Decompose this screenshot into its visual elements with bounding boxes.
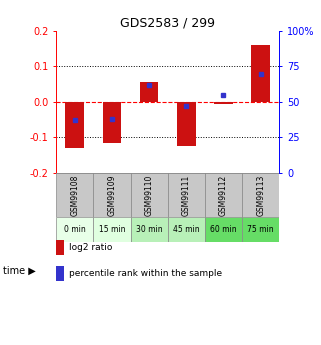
- Bar: [177, 102, 195, 146]
- Text: GSM99110: GSM99110: [145, 174, 154, 216]
- Text: 60 min: 60 min: [210, 225, 237, 234]
- Text: 15 min: 15 min: [99, 225, 125, 234]
- Bar: [56, 173, 93, 217]
- Bar: [93, 173, 131, 217]
- Text: GSM99109: GSM99109: [108, 174, 117, 216]
- Bar: [131, 173, 168, 217]
- Text: percentile rank within the sample: percentile rank within the sample: [69, 269, 222, 278]
- Text: GSM99112: GSM99112: [219, 174, 228, 216]
- Text: 30 min: 30 min: [136, 225, 162, 234]
- Bar: [131, 217, 168, 241]
- Bar: [242, 217, 279, 241]
- Text: GSM99108: GSM99108: [70, 174, 79, 216]
- Text: 45 min: 45 min: [173, 225, 200, 234]
- Bar: [103, 102, 121, 143]
- Text: GSM99113: GSM99113: [256, 174, 265, 216]
- Bar: [168, 217, 205, 241]
- Text: 0 min: 0 min: [64, 225, 86, 234]
- Text: time ▶: time ▶: [3, 266, 36, 276]
- Bar: [251, 45, 270, 102]
- Text: 75 min: 75 min: [247, 225, 274, 234]
- Bar: [205, 217, 242, 241]
- Bar: [93, 217, 131, 241]
- Bar: [205, 173, 242, 217]
- Bar: [140, 82, 159, 102]
- Title: GDS2583 / 299: GDS2583 / 299: [120, 17, 215, 30]
- Text: GSM99111: GSM99111: [182, 174, 191, 216]
- Text: log2 ratio: log2 ratio: [69, 243, 112, 252]
- Bar: [242, 173, 279, 217]
- Bar: [56, 217, 93, 241]
- Bar: [168, 173, 205, 217]
- Bar: [65, 102, 84, 148]
- Bar: [214, 102, 233, 104]
